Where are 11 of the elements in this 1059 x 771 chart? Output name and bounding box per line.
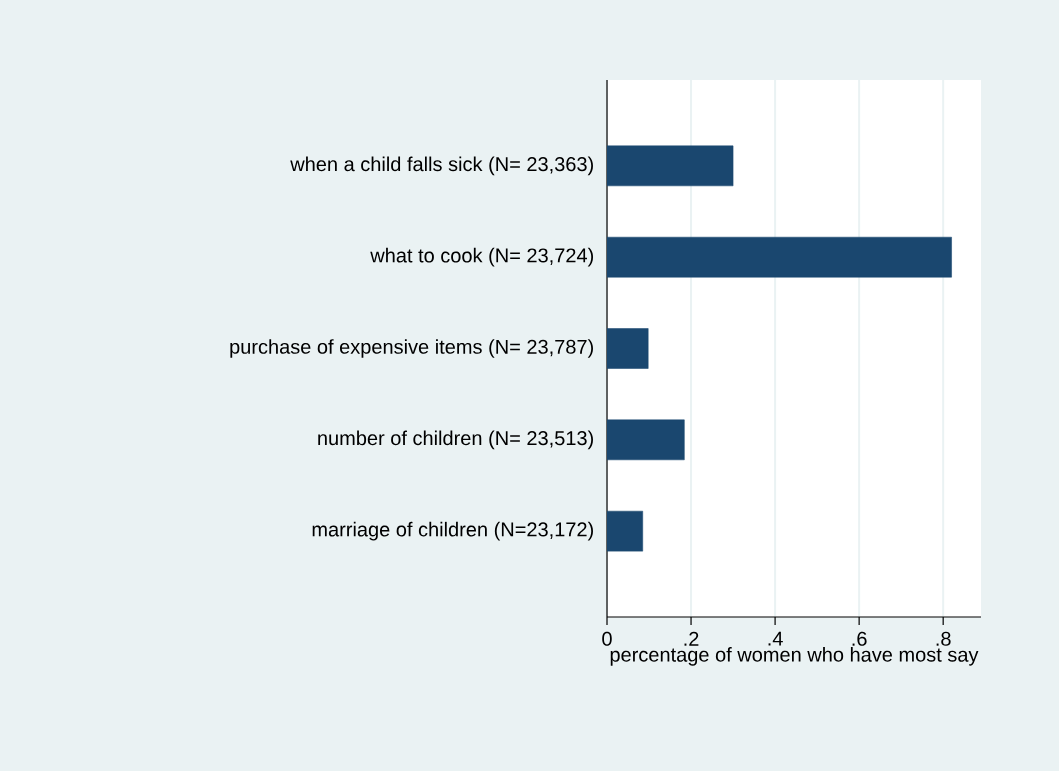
x-axis-title: percentage of women who have most say (610, 647, 979, 666)
y-tick-label: purchase of expensive items (N= 23,787) (230, 339, 593, 358)
x-tick-label: .6 (852, 631, 867, 646)
x-tick-label: .2 (684, 631, 699, 646)
x-tick-label: .8 (936, 631, 951, 646)
x-tick-label: 0 (602, 631, 612, 646)
y-tick-label: number of children (N= 23,513) (318, 430, 593, 450)
x-tick-label: .4 (768, 631, 783, 646)
y-tick-label: what to cook (N= 23,724) (370, 247, 594, 267)
y-tick-label: marriage of children (N=23,172) (312, 521, 593, 541)
y-tick-label: when a child falls sick (N= 23,363) (290, 156, 593, 176)
